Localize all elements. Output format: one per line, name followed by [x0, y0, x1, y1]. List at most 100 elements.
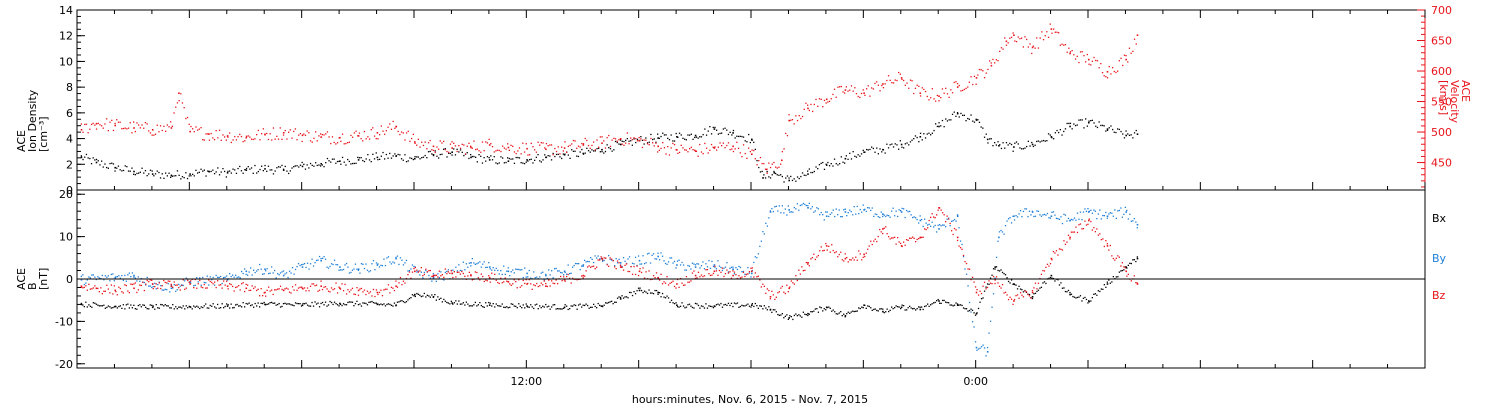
data-point: [942, 224, 944, 226]
data-point: [850, 85, 853, 87]
data-point: [766, 172, 768, 174]
data-point: [330, 263, 333, 265]
data-point: [844, 92, 846, 94]
data-point: [458, 300, 460, 302]
data-point: [867, 149, 869, 151]
data-point: [451, 272, 453, 275]
data-point: [88, 276, 90, 278]
data-point: [570, 282, 572, 284]
data-point: [127, 170, 130, 172]
data-point: [973, 326, 975, 328]
data-point: [894, 215, 896, 217]
data-point: [185, 117, 187, 120]
data-point: [345, 304, 348, 306]
data-point: [488, 276, 491, 279]
data-point: [660, 147, 662, 150]
data-point: [353, 305, 355, 307]
data-point: [1122, 133, 1124, 135]
data-point: [803, 108, 805, 110]
data-point: [1097, 290, 1099, 292]
data-point: [1057, 279, 1059, 281]
data-point: [397, 153, 399, 156]
data-point: [923, 88, 925, 91]
data-point: [170, 283, 172, 285]
data-point: [711, 305, 713, 308]
data-point: [318, 306, 321, 308]
data-point: [1093, 293, 1095, 295]
data-point: [1061, 287, 1064, 289]
data-point: [599, 304, 601, 306]
data-point: [539, 144, 541, 146]
data-point: [272, 272, 274, 274]
data-point: [203, 281, 205, 284]
data-point: [226, 279, 229, 281]
data-point: [260, 288, 262, 290]
data-point: [847, 158, 849, 160]
data-point: [1102, 238, 1104, 240]
data-point: [89, 305, 91, 307]
data-point: [904, 84, 906, 86]
data-point: [808, 202, 810, 204]
data-point: [158, 307, 160, 309]
data-point: [745, 273, 748, 276]
data-point: [363, 267, 366, 270]
data-point: [342, 290, 345, 292]
data-point: [959, 247, 962, 249]
data-point: [1019, 288, 1022, 290]
data-point: [373, 135, 376, 137]
data-point: [909, 305, 911, 307]
data-point: [491, 146, 494, 148]
data-point: [616, 140, 618, 142]
data-point: [392, 305, 394, 307]
data-point: [835, 313, 837, 315]
data-point: [350, 163, 352, 165]
data-point: [353, 162, 355, 165]
data-point: [714, 126, 716, 129]
data-point: [784, 315, 786, 317]
data-point: [394, 127, 396, 129]
data-point: [413, 267, 415, 270]
data-point: [1029, 43, 1031, 45]
data-point: [378, 291, 381, 294]
data-point: [83, 286, 85, 289]
data-point: [811, 206, 813, 208]
data-point: [835, 208, 837, 210]
data-point: [298, 166, 300, 168]
data-point: [353, 132, 355, 134]
data-point: [1108, 249, 1110, 251]
data-point: [146, 276, 148, 279]
data-point: [628, 270, 631, 273]
data-point: [672, 140, 674, 142]
data-point: [614, 265, 616, 267]
data-point: [500, 156, 502, 158]
data-point: [792, 282, 794, 284]
data-point: [529, 154, 531, 156]
data-point: [965, 273, 968, 275]
data-point: [523, 151, 526, 153]
data-point: [739, 266, 742, 269]
data-point: [235, 274, 237, 276]
data-point: [303, 263, 306, 265]
data-point: [613, 149, 615, 151]
data-point: [633, 263, 635, 265]
data-point: [970, 308, 972, 310]
data-point: [316, 140, 318, 142]
data-point: [245, 270, 248, 273]
data-point: [92, 302, 94, 304]
data-point: [943, 214, 945, 216]
data-point: [443, 279, 445, 281]
data-point: [810, 208, 812, 210]
data-point: [1125, 270, 1127, 273]
data-point: [1105, 130, 1107, 132]
data-point: [672, 262, 674, 264]
data-point: [1126, 275, 1128, 277]
data-point: [362, 302, 364, 304]
data-point: [363, 289, 366, 291]
data-point: [979, 347, 981, 349]
data-point: [631, 262, 634, 264]
data-point: [1069, 291, 1071, 294]
data-point: [769, 166, 772, 169]
data-point: [422, 277, 424, 279]
data-point: [263, 292, 265, 294]
data-point: [453, 302, 455, 304]
